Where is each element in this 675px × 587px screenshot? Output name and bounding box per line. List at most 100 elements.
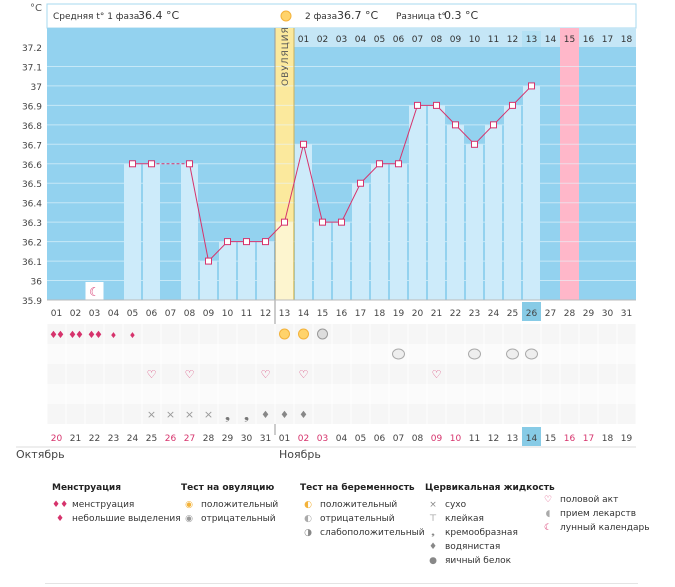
temp-bar: [181, 163, 198, 300]
cycle-day-label: 19: [393, 309, 405, 319]
watery-icon: ♦: [261, 410, 270, 421]
moon-icon: ☾: [89, 285, 100, 299]
cycle-day-label: 17: [355, 309, 366, 319]
menstruation-icon: ♦: [56, 330, 65, 341]
symbol-row: [47, 364, 636, 384]
phase2-day-label: 03: [336, 35, 347, 45]
symbol-row: [47, 404, 636, 424]
date-label: 23: [108, 434, 119, 444]
menstruation-icon: ♦: [94, 330, 103, 341]
ovulation-sun-icon: [280, 10, 292, 22]
phase2-day-label: 08: [431, 35, 443, 45]
dry-icon: ×: [429, 500, 437, 510]
legend-title: Тест на беременность: [300, 483, 415, 493]
date-label: 17: [583, 434, 594, 444]
cycle-day-label: 23: [469, 309, 480, 319]
legend-item: ◖ прием лекарств: [540, 507, 650, 521]
preg-weak-icon: ◑: [304, 528, 312, 538]
cycle-day-label: 11: [241, 309, 252, 319]
cycle-day-label: 21: [431, 309, 442, 319]
y-tick-label: 36.5: [22, 180, 42, 190]
ovulation-test-positive-icon: [279, 328, 290, 340]
legend-pregnancy-test: Тест на беременность ◐ положительный ◐ отр…: [300, 483, 425, 540]
cycle-day-label: 18: [374, 309, 386, 319]
y-unit: °C: [30, 3, 42, 14]
phase2-day-label: 11: [488, 35, 499, 45]
cycle-day-label: 26: [526, 309, 538, 319]
phase2-day-label: 12: [507, 35, 518, 45]
date-label: 27: [184, 434, 195, 444]
date-label: 11: [469, 434, 480, 444]
phase2-label: 2 фаза: [305, 12, 337, 22]
symbol-row: [47, 324, 636, 344]
phase2-day-strip: [294, 28, 636, 47]
cycle-day-label: 29: [583, 309, 595, 319]
watery-icon: ♦: [280, 410, 289, 421]
temp-point: [376, 160, 383, 168]
menstruation-icon: ♦: [87, 330, 96, 341]
cycle-day-label: 02: [70, 309, 81, 319]
creamy-icon: ❟: [431, 528, 435, 538]
y-tick-label: 36.2: [22, 239, 42, 249]
temp-point: [129, 160, 136, 168]
phase2-day-label: 13: [526, 35, 537, 45]
legend-item: ● яичный белок: [425, 554, 555, 568]
temp-bar: [409, 105, 426, 300]
cycle-day-label: 03: [89, 309, 100, 319]
legend-other: ♡ половой акт ◖ прием лекарств ☾ лунный кал…: [540, 493, 650, 535]
phase2-day-label: 14: [545, 35, 557, 45]
creamy-icon: ❟: [225, 408, 230, 423]
test-positive-icon: ◉: [185, 500, 193, 510]
phase2-value: 36.7 °C: [337, 9, 378, 22]
date-label: 29: [222, 434, 234, 444]
menstruation-icon: ♦: [75, 330, 84, 341]
y-tick-label: 37.1: [22, 63, 42, 73]
watery-icon: ♦: [299, 410, 308, 421]
legend-item: × сухо: [425, 498, 555, 512]
temp-bar: [238, 241, 255, 300]
legend-item: ⊤ клейкая: [425, 512, 555, 526]
phase2-day-label: 01: [298, 35, 309, 45]
pregnancy-test-negative-icon: [506, 348, 519, 360]
date-label: 15: [545, 434, 556, 444]
phase2-day-label: 06: [393, 35, 405, 45]
date-label: 19: [621, 434, 633, 444]
temp-point: [528, 82, 535, 90]
legend-item: ♦ небольшие выделения: [52, 512, 181, 526]
menstruation-icon: ♦: [68, 330, 77, 341]
moon-icon: ☾: [543, 523, 553, 533]
legend-item: ♡ половой акт: [540, 493, 650, 507]
temp-point: [148, 160, 155, 168]
symbol-row: [47, 384, 636, 404]
cycle-day-label: 04: [108, 309, 120, 319]
date-label: 06: [374, 434, 386, 444]
temp-bar: [428, 105, 445, 300]
today-marker: [522, 302, 541, 321]
ovulation-test-positive-icon: [298, 328, 309, 340]
creamy-icon: ❟: [244, 408, 249, 423]
temp-bar: [257, 241, 274, 300]
legend-menstruation: Менструация ♦♦ менструация ♦ небольшие выд…: [52, 483, 181, 526]
ovulation-test-negative-icon: [317, 328, 328, 340]
cycle-day-label: 05: [127, 309, 138, 319]
divider: [45, 583, 638, 584]
date-label: 13: [507, 434, 518, 444]
phase2-day-label: 16: [583, 35, 595, 45]
cycle-day-label: 07: [165, 309, 176, 319]
legend: Менструация ♦♦ менструация ♦ небольшие выд…: [0, 483, 675, 584]
date-label: 25: [146, 434, 157, 444]
heart-icon: ♡: [299, 368, 309, 381]
heart-icon: ♡: [185, 368, 195, 381]
temp-point: [490, 121, 497, 129]
date-label: 14: [526, 434, 538, 444]
y-tick-label: 36: [31, 278, 43, 288]
temp-bar: [466, 144, 483, 300]
legend-item: ◉ отрицательный: [181, 512, 278, 526]
legend-item: ♦ водянистая: [425, 540, 555, 554]
temp-point: [186, 160, 193, 168]
temp-bar: [333, 222, 350, 300]
today-date-marker: [522, 427, 541, 446]
cycle-day-label: 22: [450, 309, 461, 319]
spotting-icon: ♦: [110, 331, 117, 340]
